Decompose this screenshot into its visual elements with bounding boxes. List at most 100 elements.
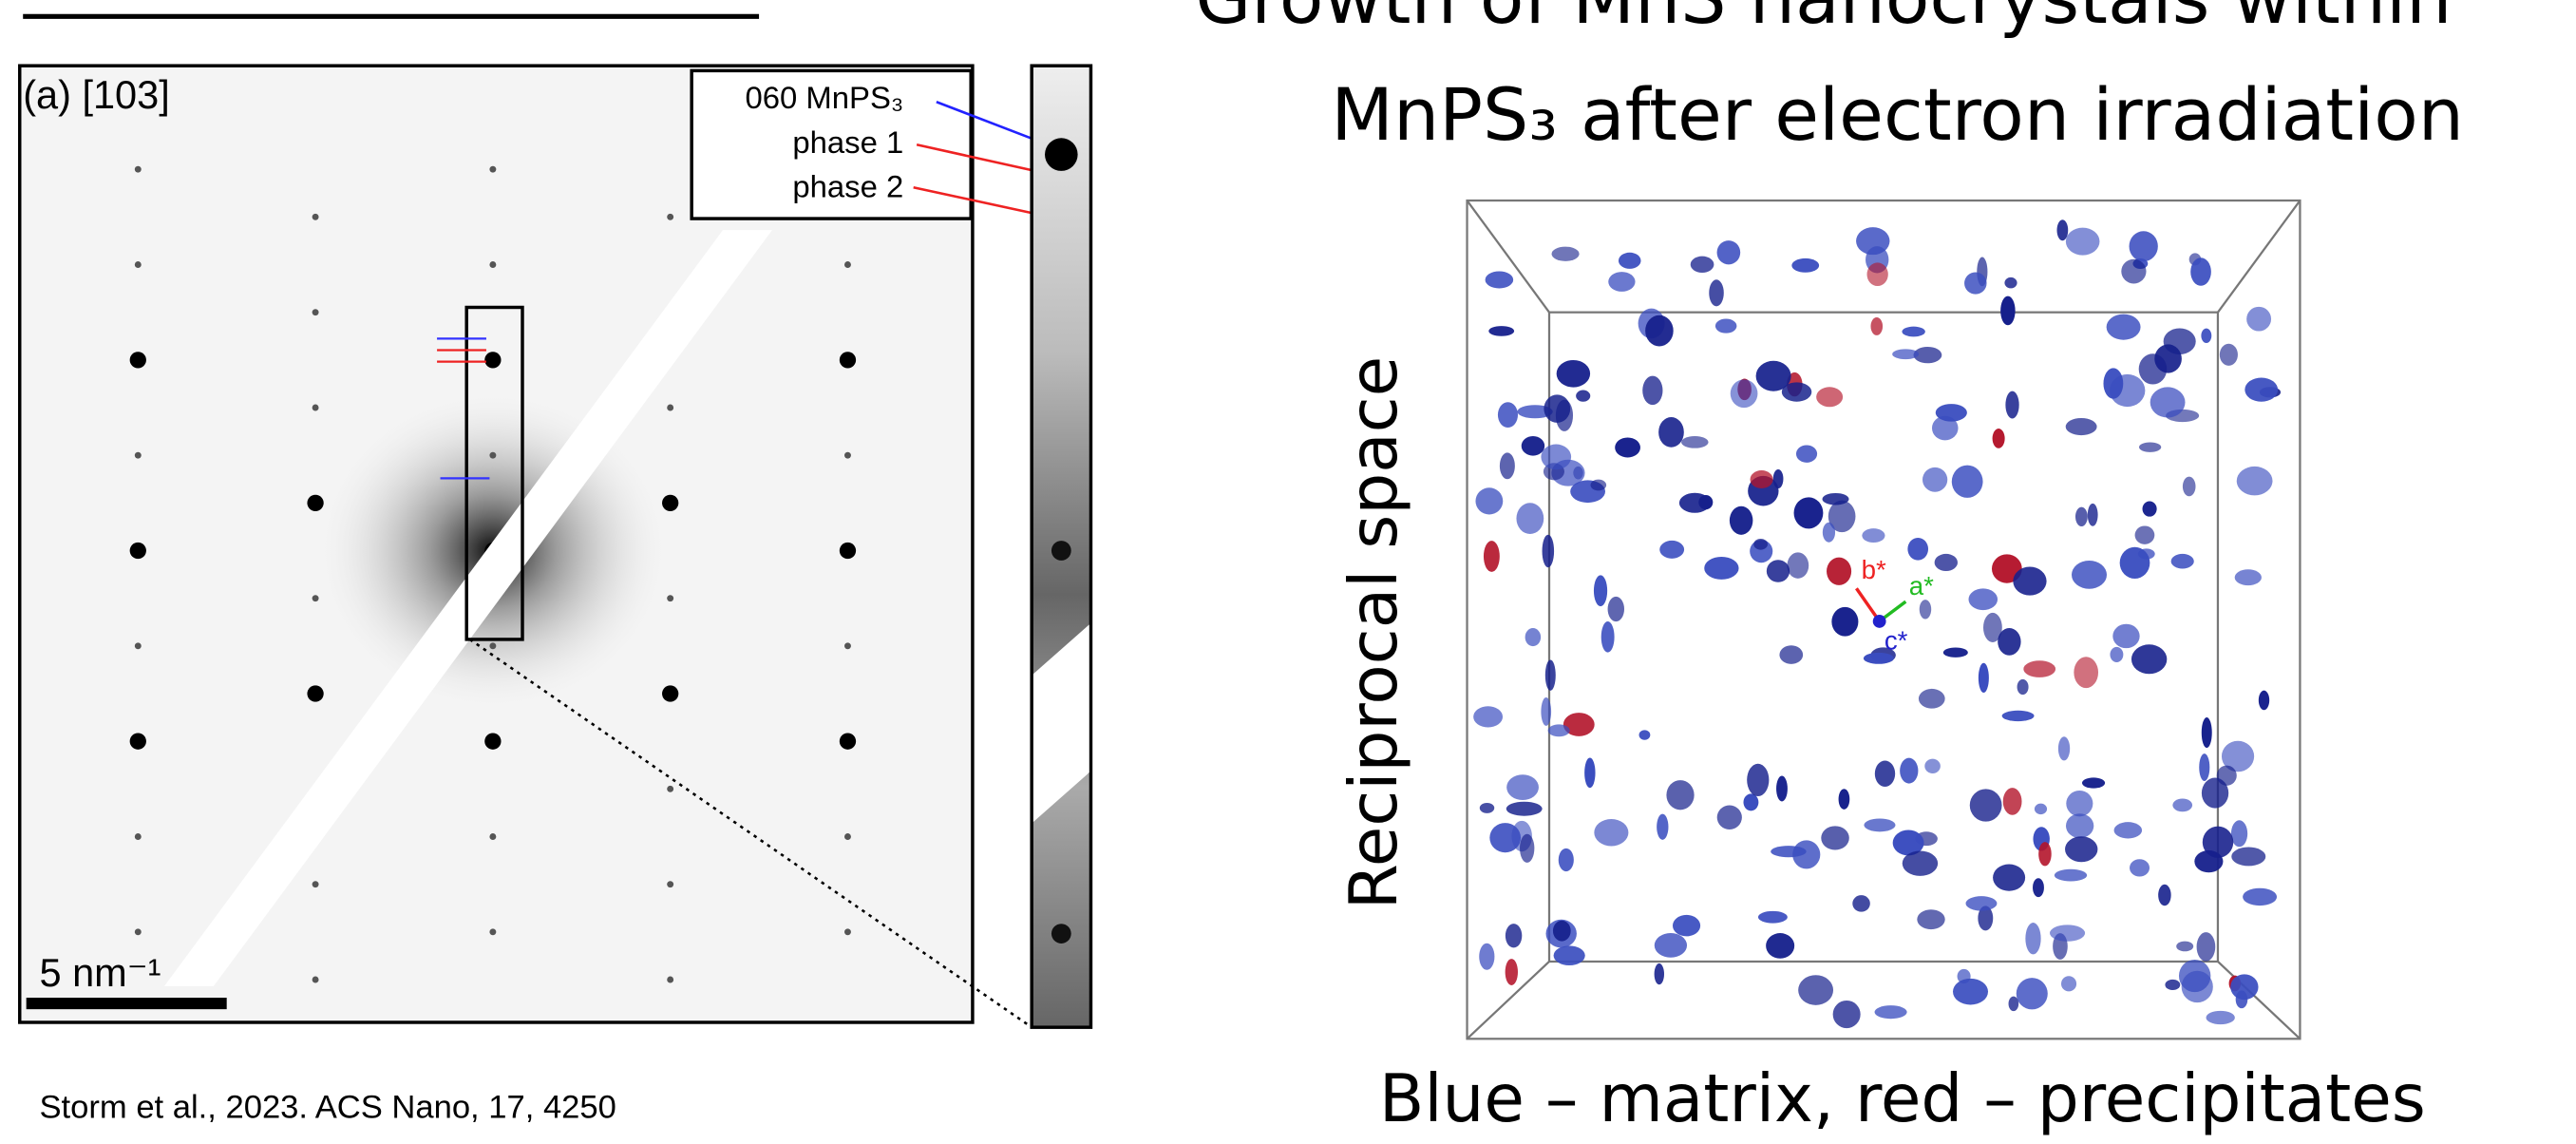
matrix-blob [1787,552,1809,579]
matrix-blob [2074,506,2088,526]
matrix-blob [1892,349,1920,360]
panel-label: (a) [103] [23,72,170,117]
matrix-blob [2065,227,2100,256]
matrix-blob [1978,906,1994,931]
matrix-blob [1965,896,1998,911]
matrix-blob [1576,390,1591,402]
diffraction-spot [312,976,319,983]
diffraction-spot [489,833,497,840]
diffraction-spot [489,451,497,459]
matrix-blob [1918,688,1945,709]
matrix-blob [1618,252,1641,269]
diffraction-spot [844,928,851,936]
matrix-blob [1864,818,1896,832]
matrix-blob [1615,437,1640,458]
matrix-blob [1607,596,1625,622]
matrix-blob [2230,820,2248,848]
matrix-blob [1863,652,1894,664]
matrix-blob [1672,914,1701,937]
matrix-blob [1793,497,1824,529]
matrix-blob [2182,476,2196,497]
diffraction-spot [129,542,146,560]
matrix-blob [2138,353,2168,385]
matrix-blob [1852,895,1870,912]
matrix-blob [1642,375,1663,406]
matrix-blob [1709,279,1724,307]
diffraction-spot [129,733,146,750]
diffraction-spot [134,833,142,840]
matrix-blob [1892,829,1924,856]
matrix-blob [2219,343,2238,366]
matrix-blob [2216,765,2237,786]
matrix-blob [1798,975,1834,1005]
matrix-blob [1716,240,1741,265]
matrix-blob [2005,391,2019,419]
matrix-blob [1822,522,1836,543]
legend-label: phase 2 [792,169,903,204]
matrix-blob [1838,789,1850,810]
matrix-blob [2134,525,2155,544]
matrix-blob [1983,612,2002,642]
matrix-blob [2081,777,2106,789]
matrix-blob [1779,645,1804,664]
precipitate-blob [2074,657,2099,689]
matrix-blob [1978,662,1989,694]
matrix-blob [1556,359,1591,388]
matrix-blob [1678,492,1711,513]
diffraction-spot [134,642,142,650]
matrix-blob [1755,360,1791,391]
precipitate-blob [1750,470,1773,489]
matrix-blob [1645,315,1674,347]
matrix-blob [2258,690,2270,711]
matrix-blob [1907,537,1929,561]
matrix-blob [1934,553,1958,572]
matrix-blob [1902,326,1925,337]
matrix-blob [1714,318,1737,334]
matrix-blob [1766,933,1795,959]
matrix-blob [2056,219,2069,241]
matrix-blob [1544,394,1571,423]
matrix-blob [2202,826,2234,858]
matrix-blob [1862,528,1885,543]
diffraction-spot [307,685,324,702]
axis-label: b* [1862,555,1886,584]
matrix-blob [1638,730,1651,740]
precipitate-blob [1870,316,1884,335]
diffraction-spot [667,404,674,411]
matrix-blob [1666,780,1695,810]
strip-spot [1045,138,1078,171]
matrix-blob [2196,932,2216,962]
matrix-blob [1506,774,1539,801]
axis-title: Reciprocal space [1336,356,1412,910]
matrix-blob [1552,920,1571,942]
matrix-blob [1923,467,1948,492]
diffraction-spot [667,213,674,220]
title-line: MnPS₃ after electron irradiation [1331,72,2464,157]
matrix-blob [2201,716,2212,749]
matrix-blob [1590,479,1607,491]
diffraction-spot [307,494,324,511]
matrix-blob [2113,822,2143,839]
matrix-blob [2000,296,2016,326]
matrix-blob [2231,847,2266,867]
matrix-blob [2246,306,2272,332]
matrix-blob [1488,326,1515,336]
precipitate-blob [1563,713,1595,736]
matrix-blob [1473,706,1504,728]
matrix-blob [1542,534,1555,568]
matrix-blob [1558,848,1574,872]
matrix-blob [1551,246,1580,261]
matrix-blob [1968,588,1998,611]
reciprocal-box [1466,199,2301,1040]
matrix-blob [1747,763,1770,796]
legend-arrows [913,101,1036,216]
matrix-blob [2236,466,2273,496]
matrix-blob [1479,802,1495,813]
matrix-blob [1993,864,2026,891]
diffraction-spot [134,928,142,936]
diffraction-spot [489,928,497,936]
matrix-blob [2033,878,2044,898]
matrix-blob [2087,503,2098,526]
citation: Storm et al., 2023. ACS Nano, 17, 4250 [40,1089,616,1125]
matrix-blob [1475,487,1504,515]
